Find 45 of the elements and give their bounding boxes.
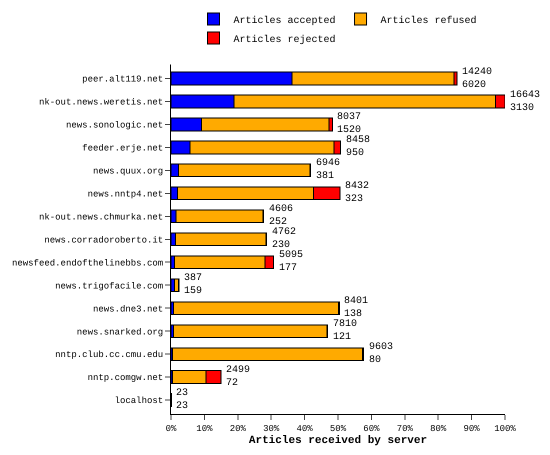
annotation: 5095 177 (279, 250, 304, 274)
annotation: 16643 3130 (510, 90, 540, 114)
y-tick-label: feeder.erje.net (82, 144, 164, 154)
y-tick-label: news.corradoroberto.it (44, 235, 164, 246)
legend-label: Articles refused (380, 14, 477, 27)
annotation: 4762 230 (272, 227, 296, 251)
annotation: 8458 950 (346, 135, 370, 159)
x-axis-title: Articles received by server (248, 435, 428, 447)
y-tick-label: news.snarked.org (76, 327, 164, 338)
x-tick-label: 100% (494, 424, 516, 434)
y-tick-label: nk-out.news.weretis.net (38, 98, 164, 108)
annotation: 9603 80 (369, 342, 394, 366)
legend-label: Articles accepted (234, 14, 336, 27)
x-tick-label: 40% (296, 424, 314, 434)
x-tick-label: 30% (263, 424, 280, 434)
x-tick-label: 10% (196, 424, 214, 434)
y-tick-label: news.nntp4.net (88, 190, 164, 200)
y-tick-label: peer.alt119.net (82, 74, 164, 85)
y-tick-label: news.sonologic.net (66, 120, 164, 131)
annotation: 2499 72 (226, 365, 250, 389)
annotation: 4606 252 (269, 204, 294, 228)
x-tick-label: 70% (396, 424, 414, 434)
annotation: 7810 121 (333, 319, 358, 343)
x-tick-label: 20% (230, 424, 246, 434)
y-tick-label: news.quux.org (92, 166, 164, 177)
x-tick-label: 50% (330, 424, 347, 434)
x-tick-label: 80% (430, 424, 447, 434)
legend-label: Articles rejected (234, 34, 336, 46)
y-tick-label: nntp.club.cc.cmu.edu (55, 350, 164, 360)
annotation: 8401 138 (344, 296, 368, 320)
y-tick-label: nntp.comgw.net (88, 373, 164, 384)
y-tick-label: news.dne3.net (92, 304, 164, 314)
annotation: 387 159 (184, 273, 202, 297)
annotation: 14240 6020 (462, 67, 492, 91)
y-tick-label: localhost (114, 396, 164, 406)
x-tick-label: 0% (166, 424, 177, 434)
annotation: 8037 1520 (337, 112, 362, 136)
y-tick-label: newsfeed.endofthelinebbs.com (12, 258, 164, 268)
annotation: 8432 323 (345, 181, 370, 205)
x-tick-label: 60% (363, 424, 380, 434)
y-tick-label: nk-out.news.chmurka.net (38, 212, 164, 222)
x-tick-label: 90% (464, 424, 480, 434)
annotation: 6946 381 (316, 158, 340, 182)
y-tick-label: news.trigofacile.com (55, 281, 164, 292)
annotation: 23 23 (176, 388, 188, 412)
